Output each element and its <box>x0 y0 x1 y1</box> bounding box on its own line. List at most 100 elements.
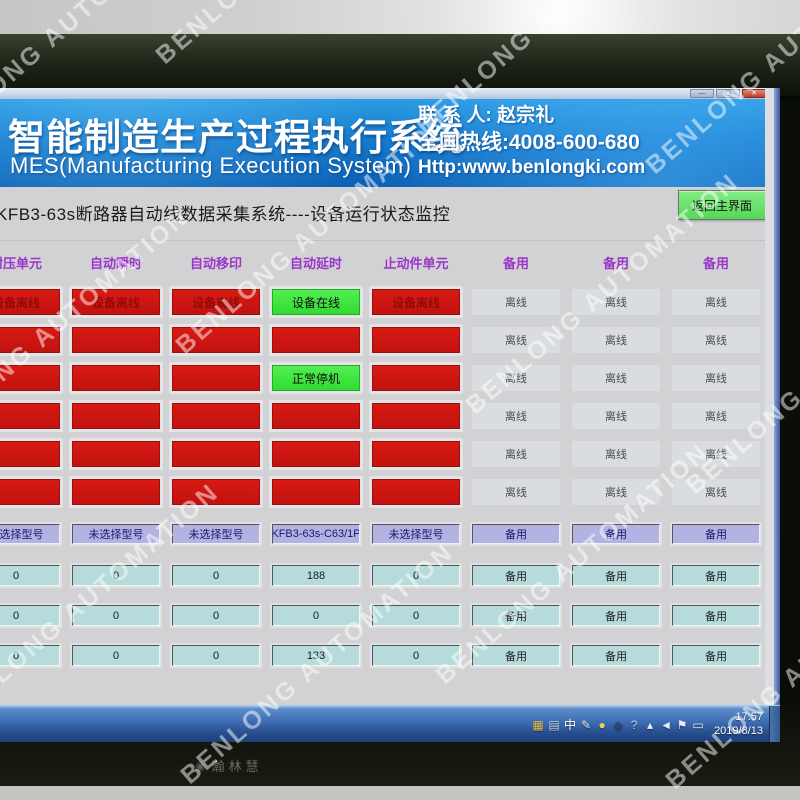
status-cell <box>0 403 60 429</box>
help-icon[interactable]: ? <box>630 717 638 732</box>
status-cell <box>372 441 460 467</box>
grid-cell: 188 <box>266 565 366 586</box>
status-cell: 离线 <box>672 327 760 353</box>
grid-cell: 设备离线 <box>366 289 466 315</box>
window-right-border <box>774 88 780 705</box>
model-cell[interactable]: 备用 <box>572 524 660 544</box>
grid-cell <box>66 441 166 467</box>
column-header: 止动件单元 <box>383 256 449 271</box>
back-to-main-button[interactable]: 返回主界面 <box>678 190 766 220</box>
grid-cell: 离线 <box>466 289 566 315</box>
status-cell <box>272 327 360 353</box>
model-cell[interactable]: KFB3-63s-C63/1P <box>272 524 360 544</box>
grid-cell: 自动瞬时 <box>66 253 166 272</box>
grid-cell: KFB3-63s-C63/1P <box>266 524 366 544</box>
counter-cell: 0 <box>0 645 60 666</box>
model-cell[interactable]: 未选择型号 <box>72 524 160 544</box>
flag-icon[interactable]: ⚑ <box>676 717 688 732</box>
grid-cell: 未选择型号 <box>366 524 466 544</box>
grid-cell <box>66 365 166 391</box>
column-header: 备用 <box>702 256 729 271</box>
grid-cell: 离线 <box>566 403 666 429</box>
minimize-icon[interactable]: — <box>690 89 714 98</box>
app-dark-icon[interactable]: ◆ <box>613 717 623 732</box>
status-cell: 离线 <box>472 289 560 315</box>
status-cell <box>172 365 260 391</box>
status-cell: 离线 <box>472 365 560 391</box>
model-cell[interactable]: 未选择型号 <box>372 524 460 544</box>
pen-icon[interactable]: ✎ <box>581 717 592 732</box>
app-banner: 智能制造生产过程执行系统 MES(Manufacturing Execution… <box>0 99 780 187</box>
grid-cell: 未选择型号 <box>0 524 66 544</box>
grid-cell <box>166 403 266 429</box>
grid-cell: 未选择型号 <box>66 524 166 544</box>
app-grid-icon[interactable]: ▦ <box>532 717 544 732</box>
model-cell[interactable]: 备用 <box>672 524 760 544</box>
grid-cell <box>366 479 466 505</box>
windows-taskbar[interactable]: ▦ ▤ 中 ✎ ● ◆? ▴ ◄ ⚑ ▭ 17:57 2019/8/13 <box>0 705 780 742</box>
column-header: 自动瞬时 <box>89 256 142 271</box>
counter-grid: 0 0 0 188 0 备用 备用 备用 0 0 0 0 0 备用 备用 备用 0 0 0 133 0 备用 备用 备用 <box>0 565 766 666</box>
counter-cell: 0 <box>272 605 360 626</box>
model-cell[interactable]: 未选择型号 <box>172 524 260 544</box>
network-icon[interactable]: ▭ <box>692 717 704 732</box>
status-cell <box>172 479 260 505</box>
grid-cell <box>66 327 166 353</box>
close-icon[interactable]: ✕ <box>742 89 766 98</box>
clock-app-icon[interactable]: ● <box>598 717 606 732</box>
grid-cell: 0 <box>366 565 466 586</box>
grid-cell: 备用 <box>566 524 666 544</box>
grid-cell <box>0 441 66 467</box>
counter-row: 0 0 0 0 0 备用 备用 备用 <box>0 605 766 626</box>
status-cell: 离线 <box>672 403 760 429</box>
grid-cell: 离线 <box>666 327 766 353</box>
grid-cell: 离线 <box>466 365 566 391</box>
grid-cell: 离线 <box>566 289 666 315</box>
column-headers-row: 耐压单元 自动瞬时 自动移印 自动延时 止动件单元 备用 备用 备用 <box>0 253 766 272</box>
status-cell: 设备在线 <box>272 289 360 315</box>
status-cell <box>372 479 460 505</box>
grid-cell: 0 <box>66 565 166 586</box>
grid-cell <box>166 327 266 353</box>
window-titlebar[interactable]: — ▢ ✕ <box>0 88 780 99</box>
model-selection-row: 未选择型号未选择型号未选择型号KFB3-63s-C63/1P未选择型号备用备用备… <box>0 524 766 544</box>
status-cell: 设备离线 <box>372 289 460 315</box>
tray-arrow-icon[interactable]: ▴ <box>647 717 654 732</box>
counter-cell: 备用 <box>472 565 560 586</box>
status-cell <box>0 365 60 391</box>
website: Http:www.benlongki.com <box>418 156 646 178</box>
status-cell <box>0 327 60 353</box>
status-cell <box>72 327 160 353</box>
taskbar-clock[interactable]: 17:57 2019/8/13 <box>714 711 763 739</box>
model-cell[interactable]: 未选择型号 <box>0 524 60 544</box>
maximize-icon[interactable]: ▢ <box>716 89 740 98</box>
grid-cell: 0 <box>166 645 266 666</box>
model-cell[interactable]: 备用 <box>472 524 560 544</box>
grid-cell: 0 <box>366 605 466 626</box>
grid-cell <box>0 403 66 429</box>
status-cell <box>0 479 60 505</box>
status-cell: 离线 <box>672 365 760 391</box>
column-header: 备用 <box>502 256 529 271</box>
grid-cell: 0 <box>166 605 266 626</box>
grid-cell <box>266 403 366 429</box>
status-cell: 离线 <box>672 479 760 505</box>
counter-cell: 0 <box>372 565 460 586</box>
show-desktop-button[interactable] <box>769 706 780 742</box>
volume-icon[interactable]: ◄ <box>660 717 672 732</box>
photo-wall-background-bottom <box>0 786 800 800</box>
grid-cell: 未选择型号 <box>166 524 266 544</box>
counter-cell: 备用 <box>672 645 760 666</box>
counter-cell: 0 <box>0 605 60 626</box>
grid-cell: 自动延时 <box>266 253 366 272</box>
counter-cell: 0 <box>172 565 260 586</box>
grid-cell: 离线 <box>666 365 766 391</box>
status-row: 离线 离线 离线 <box>0 403 766 429</box>
ime-chinese-icon[interactable]: 中 <box>564 718 577 732</box>
grid-cell: 0 <box>66 645 166 666</box>
banner-contact-block: 联 系 人: 赵宗礼 全国热线:4008-600-680 Http:www.be… <box>418 104 645 181</box>
keyboard-icon[interactable]: ▤ <box>548 717 560 732</box>
grid-cell: 离线 <box>466 403 566 429</box>
status-cell: 离线 <box>572 327 660 353</box>
